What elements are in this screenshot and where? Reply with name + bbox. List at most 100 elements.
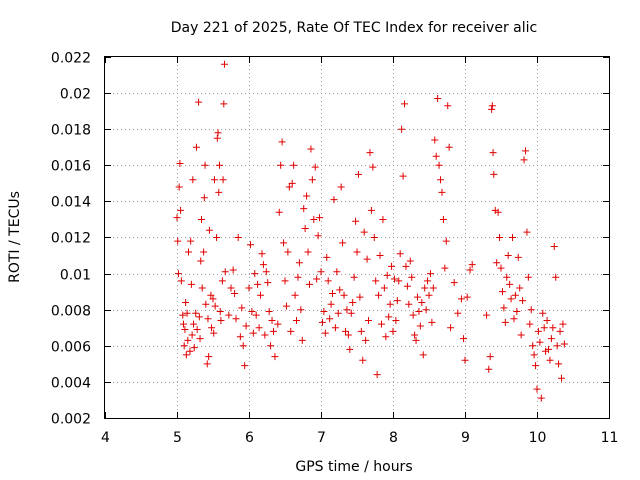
data-point-marker — [395, 277, 403, 285]
data-point-marker — [493, 259, 501, 267]
data-point-marker — [418, 298, 426, 306]
data-point-marker — [412, 336, 420, 344]
data-point-marker — [190, 320, 198, 328]
data-point-marker — [398, 125, 406, 133]
data-point-marker — [457, 295, 465, 303]
plot-frame — [104, 56, 610, 419]
data-point-marker — [488, 105, 496, 113]
data-point-marker — [177, 206, 185, 214]
data-point-marker — [366, 149, 374, 157]
data-point-marker — [460, 335, 468, 343]
data-point-marker — [229, 266, 237, 274]
data-point-marker — [291, 291, 299, 299]
data-point-marker — [537, 394, 545, 402]
data-point-marker — [445, 143, 453, 151]
data-point-marker — [546, 356, 554, 364]
data-point-marker — [215, 161, 223, 169]
data-point-marker — [304, 248, 312, 256]
data-point-marker — [185, 248, 193, 256]
x-tick-label: 5 — [173, 430, 182, 446]
data-point-marker — [362, 336, 370, 344]
data-point-marker — [193, 326, 201, 334]
data-point-marker — [339, 239, 347, 247]
data-point-marker — [428, 318, 436, 326]
data-point-marker — [257, 291, 265, 299]
x-tick-label: 9 — [461, 430, 470, 446]
y-tick-label: 0.014 — [51, 195, 91, 211]
y-tick-label: 0.008 — [51, 304, 91, 320]
data-point-marker — [388, 262, 396, 270]
data-point-marker — [442, 237, 450, 245]
data-point-marker — [174, 237, 182, 245]
data-point-marker — [553, 342, 561, 350]
data-point-marker — [310, 215, 318, 223]
data-point-marker — [424, 277, 432, 285]
data-point-marker — [265, 308, 273, 316]
data-point-marker — [340, 291, 348, 299]
data-point-marker — [509, 234, 517, 241]
data-point-marker — [200, 248, 208, 256]
data-point-marker — [435, 161, 443, 169]
data-point-marker — [261, 331, 269, 339]
data-point-marker — [392, 317, 400, 325]
data-point-marker — [444, 102, 452, 110]
data-point-marker — [300, 205, 308, 213]
x-tick-labels: 4 5 6 7 8 9 10 11 — [101, 430, 618, 446]
data-point-marker — [542, 347, 550, 355]
data-point-marker — [238, 304, 246, 312]
y-tick-label: 0.002 — [51, 412, 91, 428]
data-point-marker — [406, 257, 414, 265]
data-point-marker — [399, 172, 407, 180]
data-point-marker — [529, 342, 537, 350]
data-point-marker — [232, 315, 240, 323]
data-point-marker — [511, 291, 519, 299]
data-point-marker — [173, 214, 181, 222]
data-point-marker — [187, 237, 195, 245]
data-point-marker — [494, 208, 502, 216]
data-point-marker — [504, 252, 512, 260]
data-point-marker — [209, 295, 217, 303]
x-tick-label: 10 — [529, 430, 547, 446]
data-point-marker — [343, 306, 351, 314]
data-point-marker — [517, 331, 525, 339]
data-point-marker — [550, 243, 558, 251]
data-point-marker — [242, 322, 250, 330]
data-point-marker — [220, 100, 228, 108]
data-point-marker — [370, 234, 378, 241]
data-point-marker — [454, 309, 462, 317]
data-point-marker — [532, 362, 540, 370]
data-point-marker — [213, 234, 221, 241]
y-tick-label: 0.018 — [51, 123, 91, 139]
data-point-marker — [408, 273, 416, 281]
data-point-marker — [386, 300, 394, 308]
data-point-marker — [559, 320, 567, 328]
data-point-marker — [520, 156, 528, 164]
data-point-marker — [380, 284, 388, 292]
data-point-marker — [524, 273, 532, 281]
data-point-marker — [203, 360, 211, 368]
data-point-marker — [174, 270, 182, 278]
data-point-marker — [329, 289, 337, 297]
data-point-marker — [431, 136, 439, 144]
data-point-marker — [182, 298, 190, 306]
data-point-marker — [210, 176, 218, 184]
data-point-marker — [353, 248, 361, 256]
data-point-marker — [514, 253, 522, 261]
data-point-marker — [438, 188, 446, 196]
data-point-marker — [307, 145, 315, 153]
data-point-marker — [317, 268, 325, 276]
data-point-marker — [277, 161, 285, 169]
data-point-marker — [188, 331, 196, 339]
data-point-marker — [290, 161, 298, 169]
data-point-marker — [545, 345, 553, 353]
data-point-marker — [510, 315, 518, 323]
data-point-marker — [297, 306, 305, 314]
data-point-marker — [375, 291, 383, 299]
data-point-marker — [379, 215, 387, 223]
data-point-marker — [217, 317, 225, 325]
data-point-marker — [557, 374, 565, 382]
data-point-marker — [497, 264, 505, 272]
x-tick-label: 4 — [101, 430, 110, 446]
data-point-marker — [210, 329, 218, 337]
data-point-marker — [393, 297, 401, 305]
